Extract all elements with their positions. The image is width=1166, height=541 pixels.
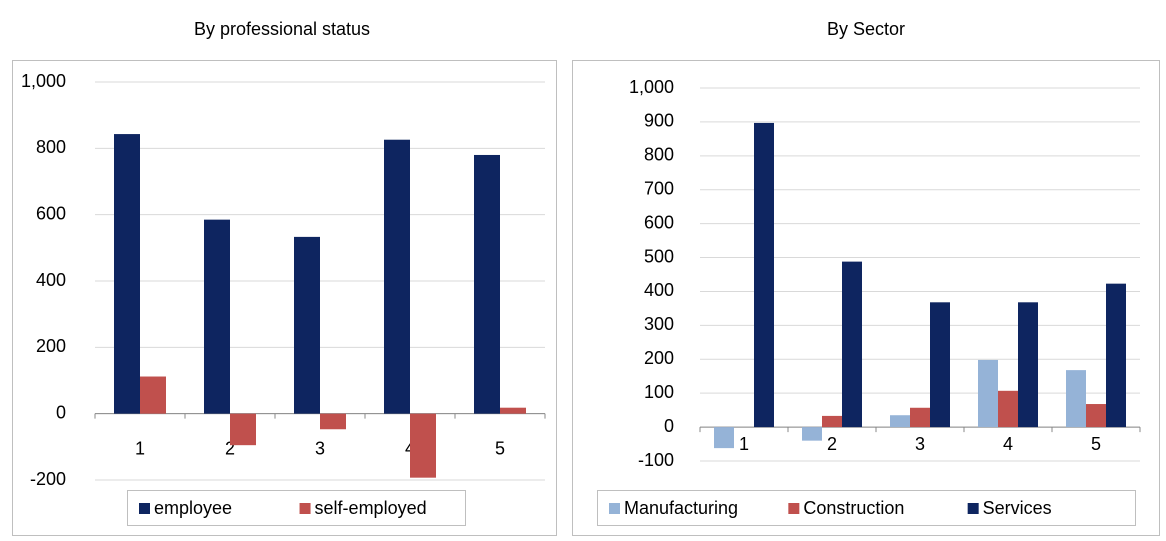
bar xyxy=(1106,283,1126,428)
x-tick-label: 2 xyxy=(827,434,837,454)
bar xyxy=(204,219,230,414)
y-tick-label: 300 xyxy=(644,314,674,334)
x-tick-label: 5 xyxy=(495,438,505,458)
chart-title: By professional status xyxy=(194,19,370,39)
x-tick-label: 5 xyxy=(1091,434,1101,454)
y-tick-label: 0 xyxy=(56,402,66,422)
chart-title: By Sector xyxy=(827,19,905,39)
legend-swatch xyxy=(139,503,150,514)
y-tick-label: -200 xyxy=(30,469,66,489)
bar xyxy=(930,302,950,428)
y-tick-label: 100 xyxy=(644,382,674,402)
x-tick-label: 3 xyxy=(315,438,325,458)
y-tick-label: 200 xyxy=(36,336,66,356)
bar xyxy=(842,261,862,428)
y-tick-label: 0 xyxy=(664,416,674,436)
bar xyxy=(802,427,822,441)
bar xyxy=(410,413,436,478)
bar xyxy=(1086,404,1106,428)
y-tick-label: 400 xyxy=(644,280,674,300)
bar xyxy=(822,415,842,428)
bar xyxy=(294,236,320,414)
y-tick-label: 200 xyxy=(644,348,674,368)
legend-box xyxy=(597,490,1136,526)
legend-label: Services xyxy=(983,498,1052,518)
y-tick-label: 600 xyxy=(644,212,674,232)
bar xyxy=(714,427,734,449)
legend-label: self-employed xyxy=(315,498,427,518)
y-tick-label: 1,000 xyxy=(21,71,66,91)
legend-label: Manufacturing xyxy=(624,498,738,518)
bar xyxy=(474,154,500,414)
legend-label: employee xyxy=(154,498,232,518)
bar xyxy=(1066,370,1086,428)
bar xyxy=(978,359,998,428)
legend-swatch xyxy=(299,503,311,514)
bar xyxy=(910,407,930,428)
x-tick-label: 1 xyxy=(739,434,749,454)
y-tick-label: 600 xyxy=(36,203,66,223)
x-tick-label: 3 xyxy=(915,434,925,454)
legend-label: Construction xyxy=(803,498,904,518)
bar xyxy=(998,390,1018,428)
bar xyxy=(754,122,774,428)
y-tick-label: 800 xyxy=(36,137,66,157)
bar xyxy=(140,376,166,414)
legend-box xyxy=(127,490,466,526)
bar xyxy=(384,139,410,414)
x-tick-label: 1 xyxy=(135,438,145,458)
legend-swatch xyxy=(967,503,979,514)
x-tick-label: 4 xyxy=(1003,434,1013,454)
y-tick-label: 1,000 xyxy=(629,77,674,97)
legend-swatch xyxy=(609,503,620,514)
bar xyxy=(500,407,526,414)
y-tick-label: 800 xyxy=(644,145,674,165)
bar xyxy=(114,134,140,414)
legend-swatch xyxy=(788,503,800,514)
bar xyxy=(1018,302,1038,428)
x-tick-label: 2 xyxy=(225,438,235,458)
bar xyxy=(890,415,910,428)
bar xyxy=(320,413,346,430)
y-tick-label: 400 xyxy=(36,270,66,290)
y-tick-label: 900 xyxy=(644,111,674,131)
y-tick-label: -100 xyxy=(638,450,674,470)
y-tick-label: 500 xyxy=(644,246,674,266)
y-tick-label: 700 xyxy=(644,178,674,198)
bar xyxy=(230,413,256,446)
